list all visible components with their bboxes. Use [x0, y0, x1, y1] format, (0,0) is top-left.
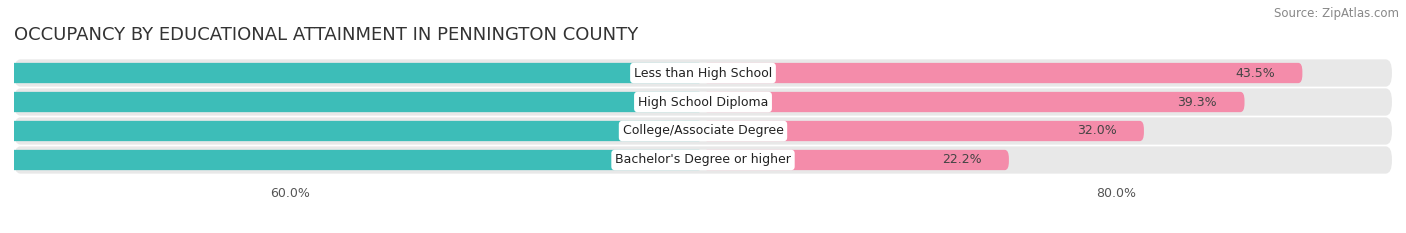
- FancyBboxPatch shape: [703, 63, 1302, 83]
- Text: 56.5%: 56.5%: [0, 66, 3, 79]
- Text: 43.5%: 43.5%: [1234, 66, 1275, 79]
- FancyBboxPatch shape: [703, 92, 1244, 112]
- Text: Source: ZipAtlas.com: Source: ZipAtlas.com: [1274, 7, 1399, 20]
- Text: Less than High School: Less than High School: [634, 66, 772, 79]
- Text: High School Diploma: High School Diploma: [638, 96, 768, 109]
- FancyBboxPatch shape: [14, 117, 1392, 145]
- FancyBboxPatch shape: [0, 150, 703, 170]
- FancyBboxPatch shape: [703, 121, 1144, 141]
- FancyBboxPatch shape: [14, 88, 1392, 116]
- FancyBboxPatch shape: [0, 63, 703, 83]
- Text: College/Associate Degree: College/Associate Degree: [623, 124, 783, 137]
- Text: 22.2%: 22.2%: [942, 154, 981, 167]
- FancyBboxPatch shape: [0, 92, 703, 112]
- Text: Bachelor's Degree or higher: Bachelor's Degree or higher: [614, 154, 792, 167]
- FancyBboxPatch shape: [703, 150, 1010, 170]
- Text: 32.0%: 32.0%: [1077, 124, 1116, 137]
- FancyBboxPatch shape: [0, 121, 703, 141]
- FancyBboxPatch shape: [14, 146, 1392, 174]
- Text: 39.3%: 39.3%: [1177, 96, 1218, 109]
- Text: OCCUPANCY BY EDUCATIONAL ATTAINMENT IN PENNINGTON COUNTY: OCCUPANCY BY EDUCATIONAL ATTAINMENT IN P…: [14, 26, 638, 44]
- FancyBboxPatch shape: [14, 59, 1392, 87]
